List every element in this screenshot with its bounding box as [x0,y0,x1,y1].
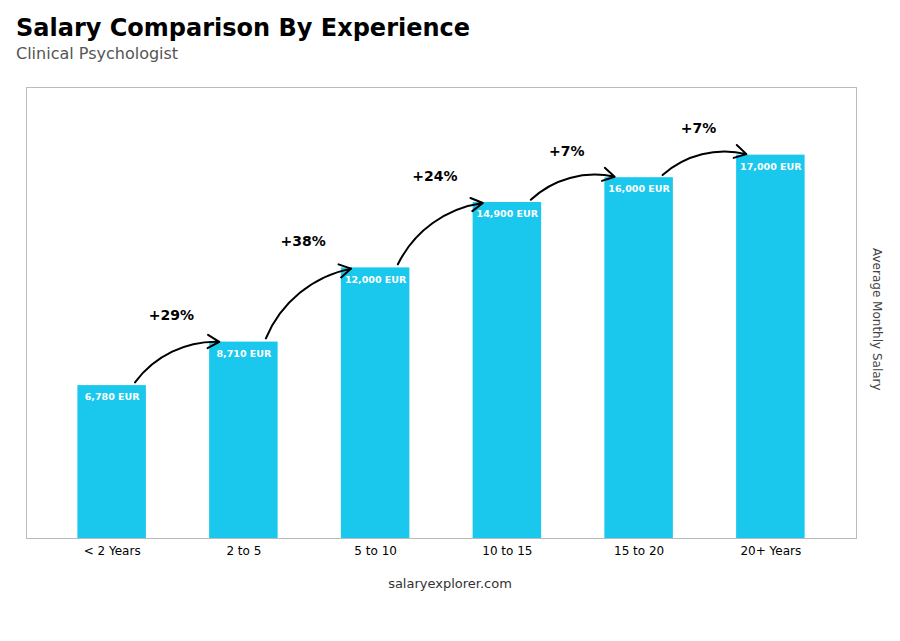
html-text:Salary Comparison By Experienc: Salary Comparison By Experience [16,14,471,42]
svg-text:+24%: +24% [412,168,457,184]
svg-text:20+ Years: 20+ Years [740,544,801,558]
html-text:salaryexplorer.com: salaryexplorer.com [388,576,512,591]
svg-text:+38%: +38% [281,233,326,249]
svg-text:+7%: +7% [681,120,717,136]
svg-text:+7%: +7% [549,143,585,159]
svg-text:< 2 Years: < 2 Years [84,544,141,558]
svg-text:5 to 10: 5 to 10 [354,544,397,558]
html-text:Average Monthly Salary: Average Monthly Salary [870,248,884,391]
svg-text:6,780 EUR: 6,780 EUR [85,391,141,402]
svg-text:15 to 20: 15 to 20 [614,544,664,558]
svg-text:2 to 5: 2 to 5 [226,544,261,558]
svg-text:+29%: +29% [149,307,194,323]
svg-text:16,000 EUR: 16,000 EUR [608,183,670,194]
svg-text:8,710 EUR: 8,710 EUR [216,348,272,359]
svg-text:17,000 EUR: 17,000 EUR [740,161,802,172]
html-text:Clinical Psychologist: Clinical Psychologist [16,44,179,63]
svg-text:10 to 15: 10 to 15 [482,544,532,558]
svg-text:14,900 EUR: 14,900 EUR [477,208,539,219]
svg-text:12,000 EUR: 12,000 EUR [345,274,407,285]
